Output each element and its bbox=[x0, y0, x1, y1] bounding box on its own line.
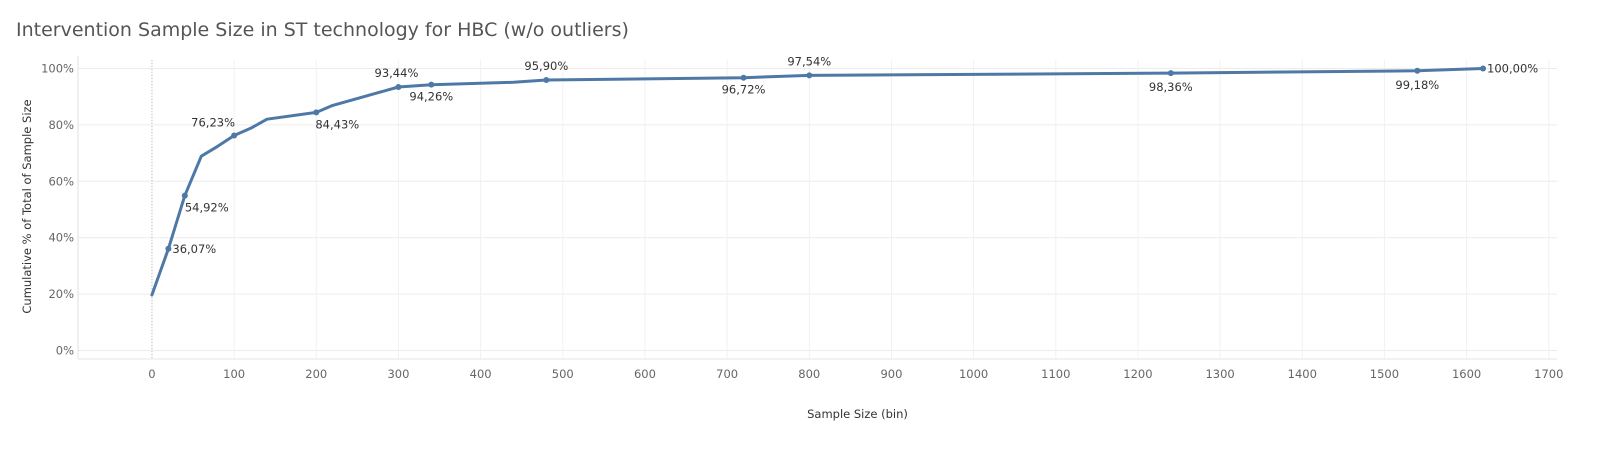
y-axis-title: Cumulative % of Total of Sample Size bbox=[20, 99, 34, 313]
data-point bbox=[1480, 65, 1487, 72]
data-label: 95,90% bbox=[524, 59, 568, 73]
y-tick-label: 20% bbox=[48, 287, 74, 301]
y-tick-label: 100% bbox=[41, 61, 74, 75]
x-tick-label: 300 bbox=[387, 367, 409, 381]
data-point bbox=[165, 245, 172, 252]
data-label: 84,43% bbox=[315, 117, 359, 131]
data-point bbox=[395, 83, 402, 90]
data-point bbox=[1167, 70, 1174, 77]
data-label: 93,44% bbox=[375, 66, 419, 80]
chart-title: Intervention Sample Size in ST technolog… bbox=[16, 19, 629, 41]
x-tick-label: 700 bbox=[716, 367, 738, 381]
data-point bbox=[806, 72, 813, 79]
data-label: 36,07% bbox=[172, 242, 216, 256]
data-point bbox=[231, 132, 238, 139]
x-tick-label: 1100 bbox=[1041, 367, 1070, 381]
data-point bbox=[181, 192, 188, 199]
x-tick-label: 800 bbox=[798, 367, 820, 381]
x-tick-label: 200 bbox=[305, 367, 327, 381]
axis-layer: 0% 20% 40% 60% 80% 100% 0 100 200 300 400 500 600 700… bbox=[41, 56, 1563, 381]
data-label: 54,92% bbox=[185, 201, 229, 215]
x-tick-label: 100 bbox=[223, 367, 245, 381]
data-label: 94,26% bbox=[409, 90, 453, 104]
x-tick-label: 500 bbox=[552, 367, 574, 381]
x-tick-label: 1000 bbox=[959, 367, 988, 381]
x-tick-label: 1200 bbox=[1123, 367, 1152, 381]
data-label: 98,36% bbox=[1149, 80, 1193, 94]
data-point bbox=[740, 74, 747, 81]
x-tick-label: 1600 bbox=[1452, 367, 1481, 381]
y-tick-label: 80% bbox=[48, 118, 74, 132]
x-tick-label: 1300 bbox=[1205, 367, 1234, 381]
y-tick-label: 60% bbox=[48, 174, 74, 188]
data-label: 76,23% bbox=[191, 116, 235, 130]
data-point bbox=[1414, 67, 1421, 74]
grid-layer bbox=[78, 60, 1557, 359]
point-layer bbox=[165, 65, 1487, 252]
data-point bbox=[543, 77, 550, 84]
x-tick-label: 600 bbox=[634, 367, 656, 381]
data-point bbox=[313, 109, 320, 116]
x-axis-title: Sample Size (bin) bbox=[807, 407, 908, 421]
label-layer: 36,07% 54,92% 76,23% 84,43% 93,44% 94,26% 95,9… bbox=[172, 54, 1538, 255]
data-label: 99,18% bbox=[1395, 78, 1439, 92]
data-label: 100,00% bbox=[1487, 61, 1538, 75]
x-tick-label: 900 bbox=[880, 367, 902, 381]
x-tick-label: 1700 bbox=[1534, 367, 1563, 381]
x-tick-label: 0 bbox=[148, 367, 155, 381]
y-tick-label: 0% bbox=[56, 344, 74, 358]
x-tick-label: 1500 bbox=[1370, 367, 1399, 381]
data-label: 97,54% bbox=[787, 54, 831, 68]
x-tick-label: 400 bbox=[470, 367, 492, 381]
data-label: 96,72% bbox=[722, 83, 766, 97]
x-tick-label: 1400 bbox=[1288, 367, 1317, 381]
data-point bbox=[428, 81, 435, 88]
y-tick-label: 40% bbox=[48, 231, 74, 245]
